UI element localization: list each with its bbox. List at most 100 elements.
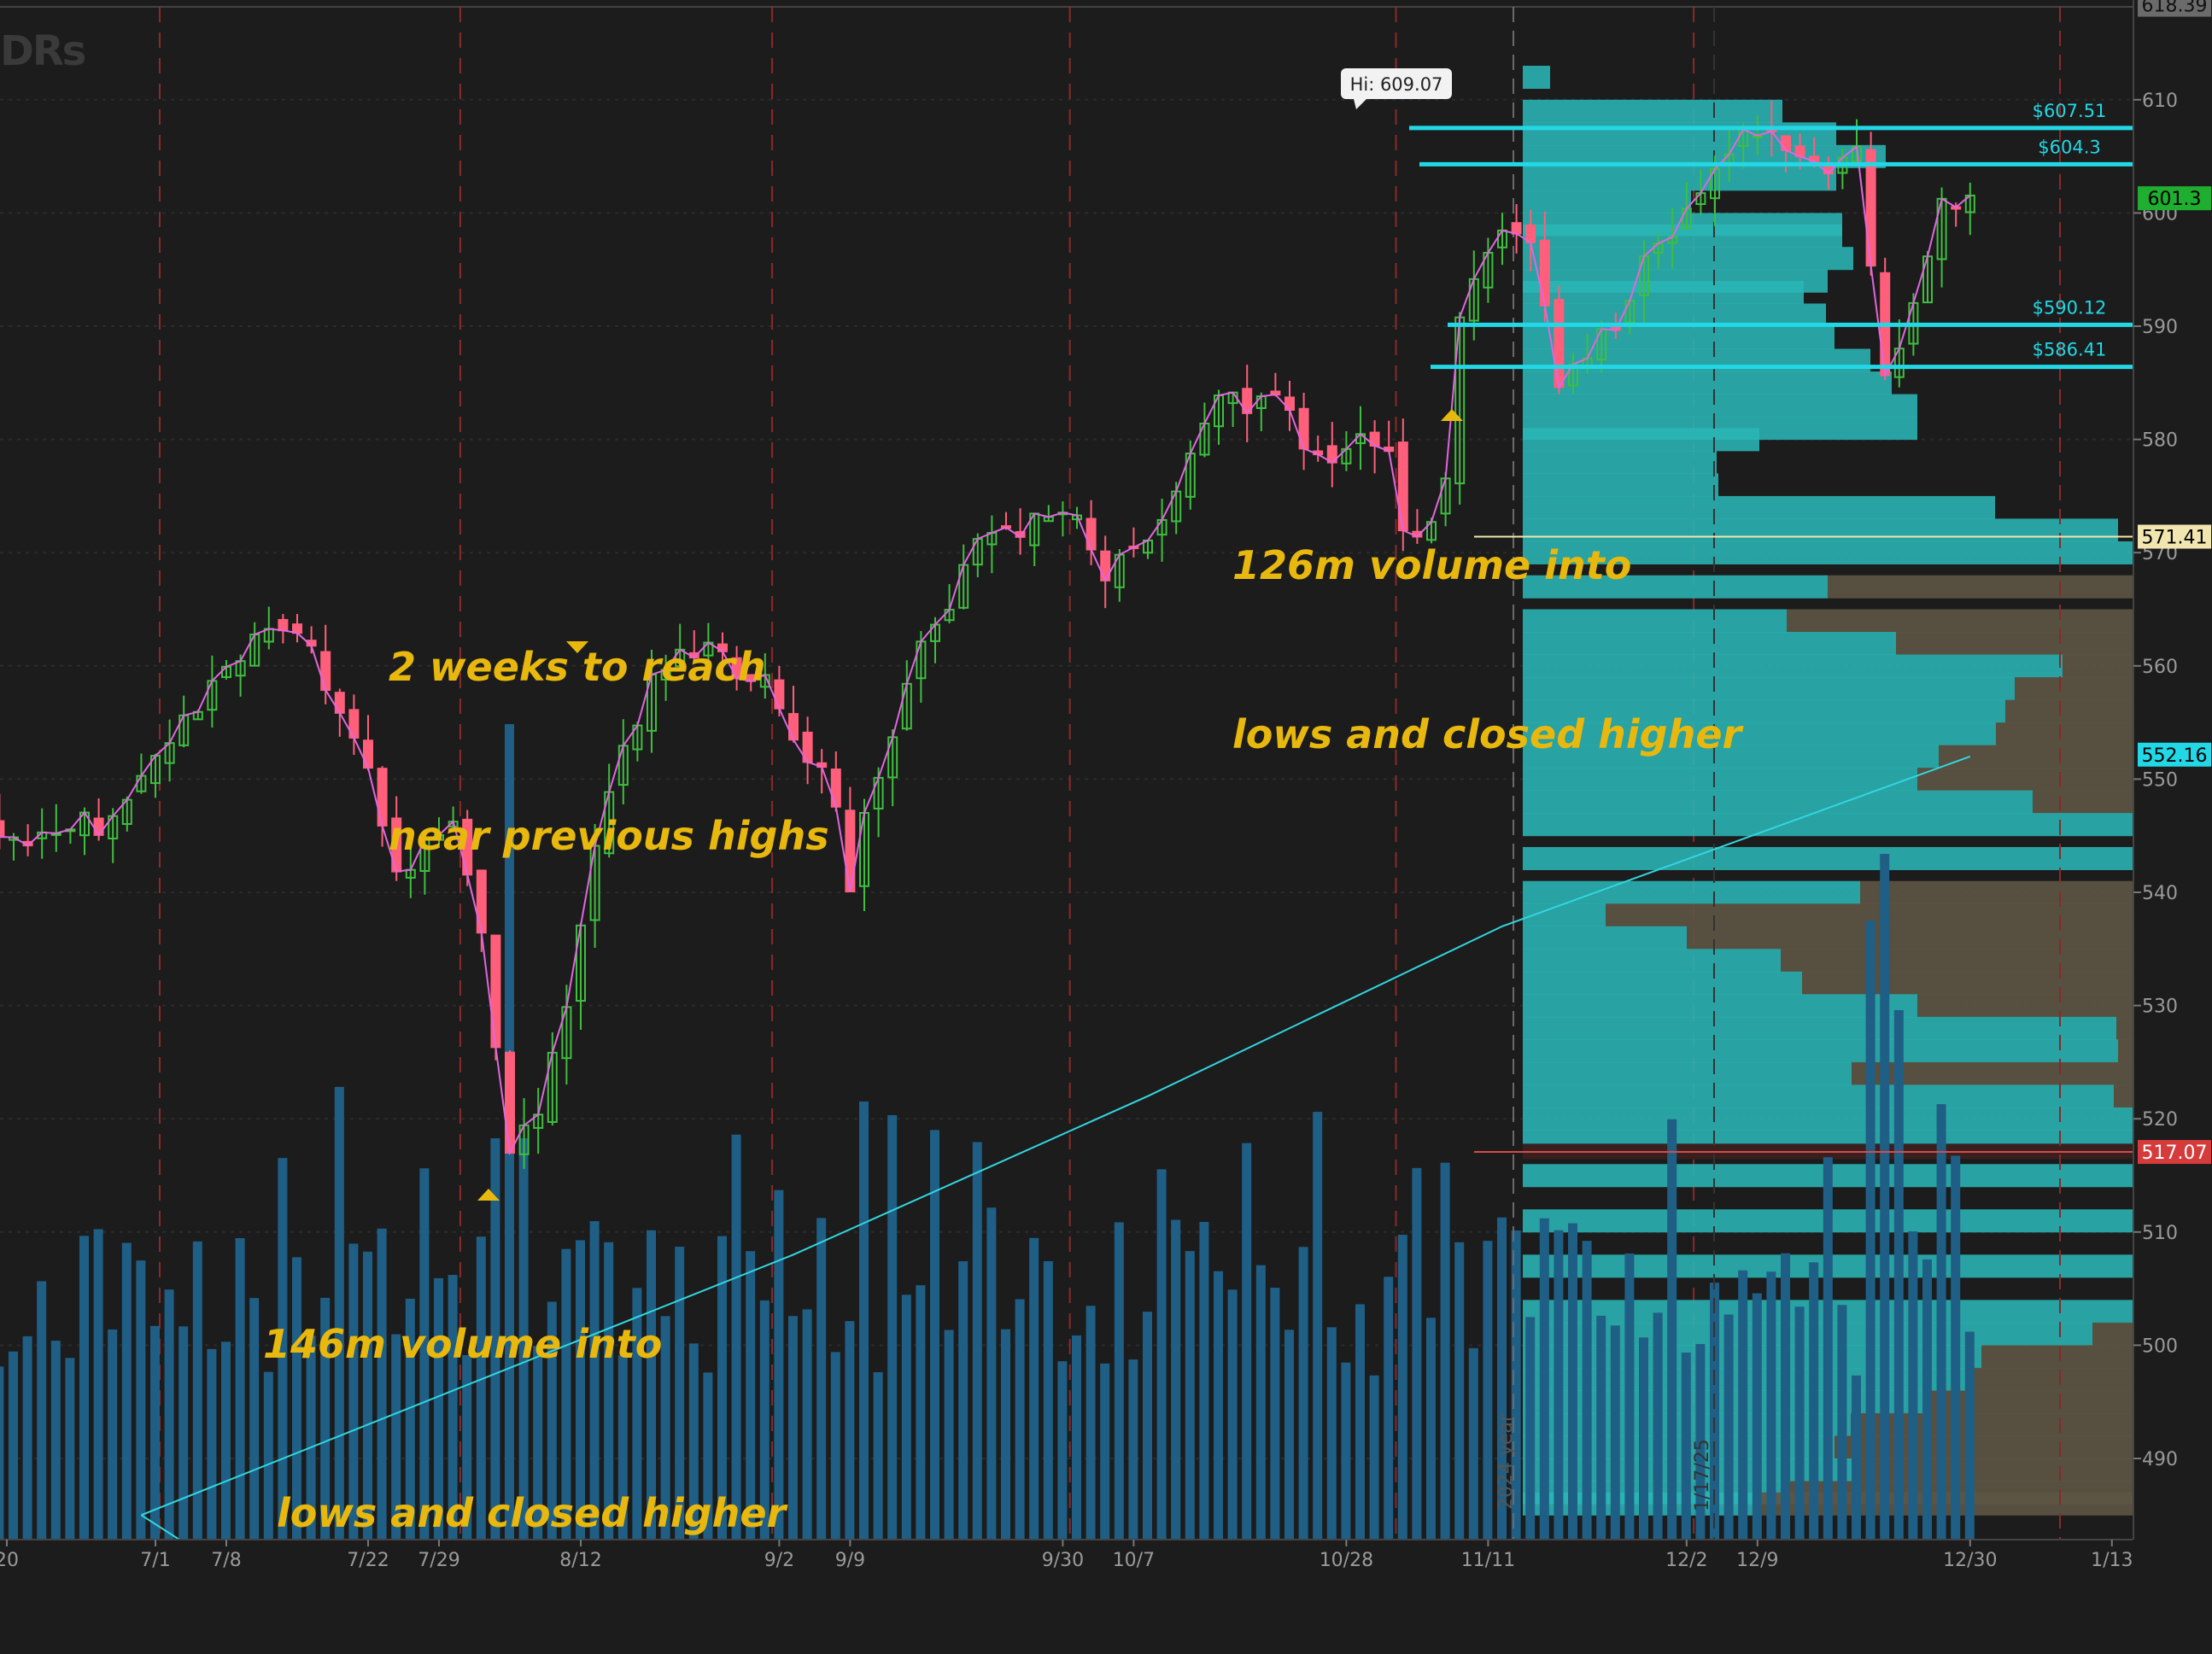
volume-bar <box>1639 1337 1648 1540</box>
candle-body <box>363 739 373 769</box>
volume-bar <box>490 1138 500 1540</box>
date-tick-label: 9/30 <box>1042 1550 1084 1571</box>
volume-bars <box>0 724 1975 1540</box>
annotation-146m-volume: 146m volume into lows and closed higher <box>263 1203 786 1654</box>
year-label: 2024 year <box>1495 1413 1517 1510</box>
volume-bar <box>518 1138 529 1540</box>
candle-body <box>830 769 841 808</box>
volume-bar <box>37 1281 47 1540</box>
candle-body <box>93 817 104 836</box>
volume-bar <box>547 1301 557 1540</box>
date-tick-label: 10/28 <box>1320 1550 1373 1571</box>
top-scale-badge-text: 618.39 <box>2142 0 2208 17</box>
profile-bar <box>1523 926 1687 950</box>
volume-bar <box>1369 1375 1379 1540</box>
price-tick-label: 510 <box>2142 1223 2178 1244</box>
volume-bar <box>1128 1359 1138 1540</box>
profile-bar <box>1523 428 1759 452</box>
volume-bar <box>1951 1155 1961 1540</box>
volume-bar <box>377 1228 387 1540</box>
volume-bar <box>1156 1169 1167 1540</box>
profile-bar <box>1523 190 1691 213</box>
profile-bar <box>1523 473 1718 497</box>
profile-shade <box>2033 790 2133 814</box>
volume-bar <box>1227 1289 1238 1540</box>
volume-bar <box>249 1298 260 1540</box>
volume-bar <box>660 1316 670 1540</box>
price-chart: 1/17/25 2024 year Hi: 609.07 $607.51 $604.3… <box>0 0 2211 1571</box>
profile-bar <box>1523 518 2118 542</box>
profile-shade <box>1917 768 2133 792</box>
vertical-dividers: 1/17/25 2024 year <box>1495 7 2061 1540</box>
volume-bar <box>1554 1230 1564 1540</box>
volume-bar <box>1284 1330 1294 1540</box>
ma-badge-text: 552.16 <box>2142 745 2208 767</box>
volume-bar <box>1468 1347 1478 1540</box>
annotation-two-weeks: 2 weeks to reach near previous highs <box>389 526 829 977</box>
profile-bar <box>1523 609 1787 633</box>
moving-average-tail <box>140 1514 180 1540</box>
volume-bar <box>1752 1293 1762 1540</box>
marker-badge-box <box>2138 524 2211 549</box>
candle-body <box>377 768 388 827</box>
date-tick-label: 12/2 <box>1665 1550 1707 1571</box>
volume-bar <box>561 1248 571 1540</box>
volume-bar <box>845 1321 855 1540</box>
profile-bar <box>1523 247 1853 271</box>
profile-shade <box>1981 1345 2133 1369</box>
volume-bar <box>759 1300 770 1540</box>
profile-bar <box>1523 99 1782 123</box>
volume-bar <box>292 1257 301 1540</box>
profile-bar <box>1523 326 1835 350</box>
volume-bar <box>958 1261 968 1540</box>
volume-bar <box>617 1355 628 1540</box>
level-label: $590.12 <box>2033 297 2107 318</box>
volume-bar <box>1483 1241 1493 1540</box>
volume-bar <box>1723 1314 1734 1540</box>
profile-bar <box>1523 790 2033 814</box>
annotation-line: 2 weeks to reach <box>389 644 766 690</box>
volume-bar <box>1893 1010 1904 1540</box>
date-tick-label: 20 <box>0 1550 19 1571</box>
volume-bar <box>1185 1251 1195 1540</box>
volume-bar <box>1596 1315 1606 1540</box>
volume-bar <box>1738 1270 1748 1540</box>
volume-bar <box>1653 1312 1663 1540</box>
current-price-badge-text: 601.3 <box>2148 189 2202 210</box>
volume-bar <box>1525 1317 1536 1540</box>
moving-average-line <box>141 755 1971 1517</box>
date-tick-label: 7/8 <box>211 1550 241 1571</box>
volume-bar <box>22 1335 32 1540</box>
candle-body <box>0 820 5 839</box>
volume-bar <box>1255 1265 1266 1540</box>
profile-shade <box>1939 745 2133 769</box>
volume-bar <box>1837 1305 1847 1540</box>
volume-bar <box>746 1251 756 1540</box>
volume-bar <box>1781 1253 1790 1540</box>
price-tick-label: 530 <box>2142 996 2178 1018</box>
volume-bar <box>802 1309 812 1540</box>
volume-bar <box>1497 1217 1507 1540</box>
volume-bar <box>405 1298 415 1540</box>
date-tick-label: 1/13 <box>2091 1550 2133 1571</box>
volume-bar <box>1412 1167 1422 1540</box>
volume-bar <box>1852 1375 1861 1540</box>
volume-bar <box>121 1242 132 1540</box>
volume-bar <box>859 1101 869 1540</box>
volume-bar <box>830 1352 840 1540</box>
volume-bar <box>1001 1329 1010 1540</box>
volume-bar <box>320 1297 331 1540</box>
date-tick-label: 7/29 <box>418 1550 459 1571</box>
profile-shade <box>1828 575 2133 599</box>
price-tick-label: 490 <box>2142 1449 2178 1470</box>
red-line-badge-box <box>2138 1140 2211 1165</box>
profile-shade <box>1851 1412 2133 1436</box>
date-tick-label: 10/7 <box>1113 1550 1155 1571</box>
candle-body <box>334 692 345 714</box>
volume-bar <box>164 1289 174 1540</box>
profile-bar <box>1523 949 1781 973</box>
volume-bar <box>1199 1221 1209 1540</box>
volume-bar <box>235 1237 245 1540</box>
divider-date-label: 1/17/25 <box>1692 1439 1713 1511</box>
volume-bar <box>1511 1230 1521 1540</box>
